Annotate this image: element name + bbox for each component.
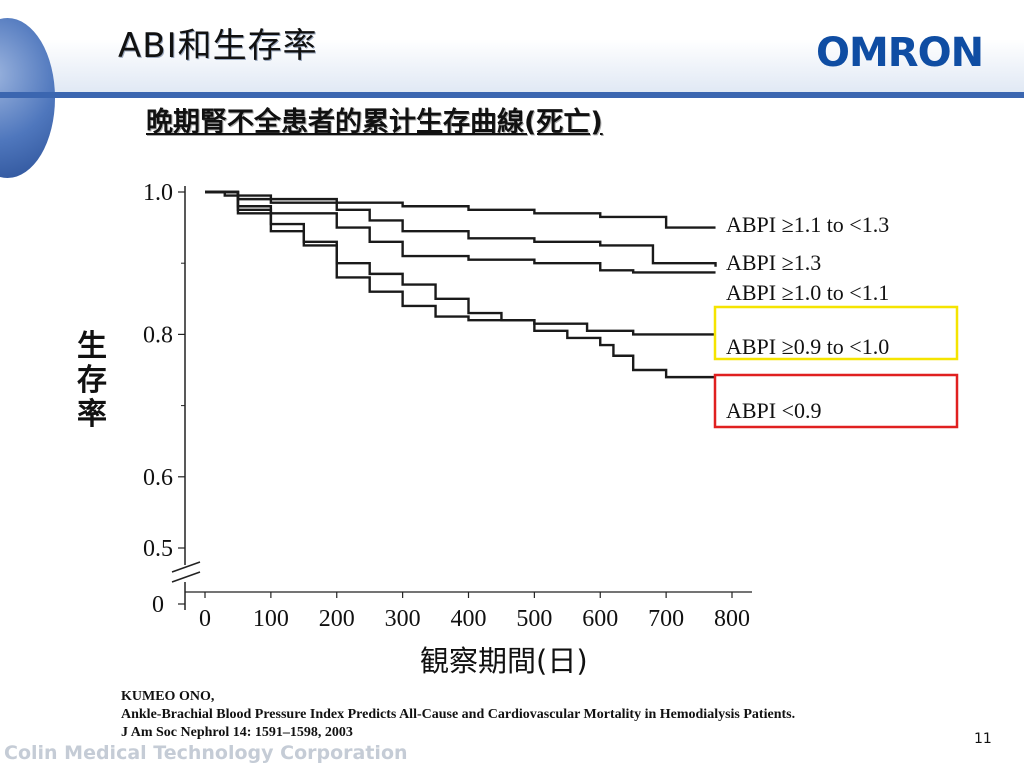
series-line: [205, 190, 716, 274]
x-tick-label: 300: [385, 606, 421, 632]
highlight-box: [713, 373, 959, 429]
y-axis-label-char: 生: [77, 329, 107, 364]
x-tick-label: 500: [516, 606, 552, 632]
x-tick-label: 700: [648, 606, 684, 632]
y-axis-label-char: 率: [77, 397, 107, 432]
header-band: [0, 0, 1024, 98]
omron-logo: OMRON: [816, 30, 984, 76]
axis-break-mark: [171, 571, 201, 583]
x-tick-label: 0: [199, 606, 211, 632]
series-line: [205, 190, 717, 267]
company-footer: Colin Medical Technology Corporation: [4, 742, 408, 764]
x-tick-label: 200: [319, 606, 355, 632]
series-line: [205, 190, 716, 379]
series-label: ABPI ≥1.1 to <1.3: [726, 212, 889, 237]
header-rule: [0, 92, 1024, 98]
page-number: 11: [974, 731, 992, 747]
series-label: ABPI <0.9: [726, 398, 822, 423]
x-tick-label: 100: [253, 606, 289, 632]
x-tick-label: 400: [451, 606, 487, 632]
y-tick-label: 0: [152, 592, 164, 618]
reference-citation: J Am Soc Nephrol 14: 1591–1598, 2003: [121, 725, 353, 740]
y-axis-label-char: 存: [77, 363, 107, 398]
axis-break-mark: [171, 561, 201, 573]
y-tick-label: 1.0: [143, 180, 173, 206]
reference: KUMEO ONO, Ankle-Brachial Blood Pressure…: [121, 688, 795, 742]
y-tick-label: 0.6: [143, 465, 173, 491]
y-axis-label: 生存率: [74, 330, 110, 432]
chart-title: 晩期腎不全患者的累计生存曲線(死亡): [146, 107, 603, 138]
x-tick-label: 800: [714, 606, 750, 632]
y-tick-label: 0.5: [143, 536, 173, 562]
slide-title: ABI和生存率: [118, 26, 318, 66]
y-tick-label: 0.8: [143, 322, 173, 348]
series-label: ABPI ≥1.0 to <1.1: [726, 280, 889, 305]
x-axis-label: 観察期間(日): [420, 644, 588, 678]
x-tick-label: 600: [582, 606, 618, 632]
series-label: ABPI ≥1.3: [726, 250, 821, 275]
series-line: [205, 190, 716, 229]
reference-author: KUMEO ONO,: [121, 689, 215, 704]
series-label: ABPI ≥0.9 to <1.0: [726, 334, 889, 359]
reference-title: Ankle-Brachial Blood Pressure Index Pred…: [121, 707, 796, 722]
highlight-box: [713, 305, 959, 361]
